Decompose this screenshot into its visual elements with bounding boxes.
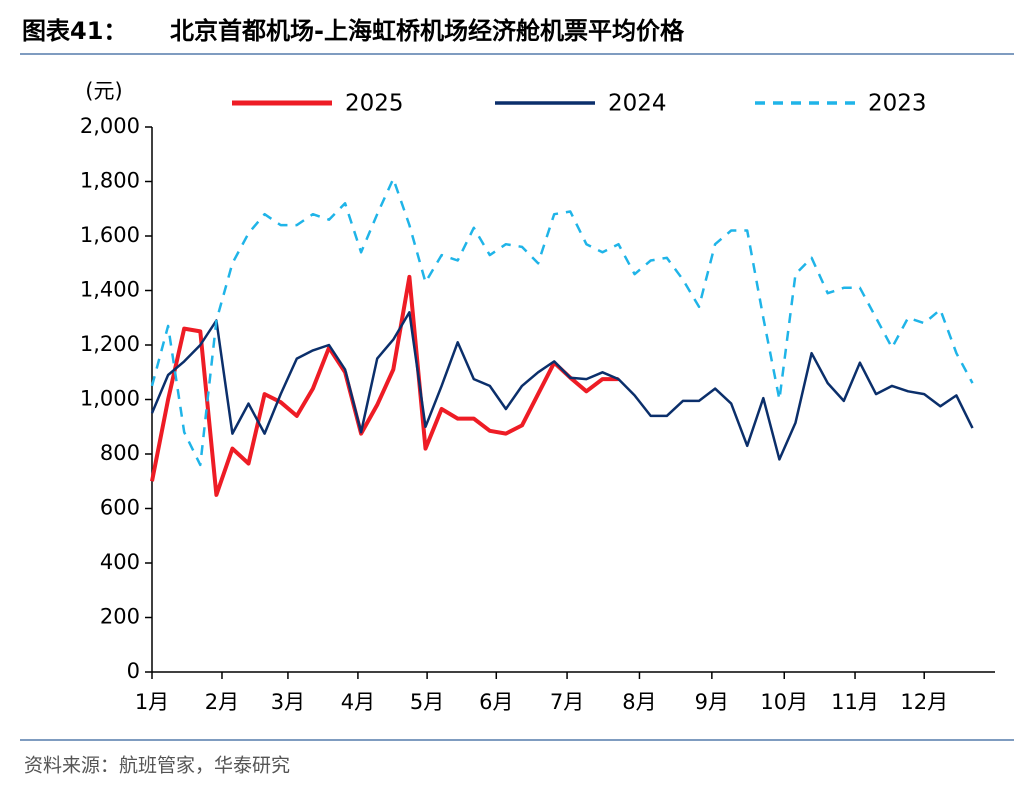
line-series	[150, 274, 619, 497]
x-tick-label: 8月	[622, 690, 656, 714]
y-tick-label: 200	[100, 605, 140, 629]
y-tick-label: 1,200	[80, 332, 140, 356]
y-tick-label: 400	[100, 550, 140, 574]
chart-title: 北京首都机场-上海虹桥机场经济舱机票平均价格	[170, 17, 685, 45]
legend-label: 2023	[868, 91, 927, 117]
x-tick-label: 1月	[135, 690, 169, 714]
y-tick-label: 1,600	[80, 223, 140, 247]
y-tick-label: 800	[100, 441, 140, 465]
x-tick-label: 10月	[760, 690, 808, 714]
y-tick-label: 1,400	[80, 278, 140, 302]
x-tick-label: 9月	[695, 690, 729, 714]
y-tick-label: 0	[127, 659, 140, 683]
x-tick-label: 6月	[479, 690, 513, 714]
y-axis-label: (元)	[85, 79, 122, 103]
x-tick-label: 7月	[550, 690, 584, 714]
y-tick-label: 2,000	[80, 114, 140, 138]
y-tick-label: 1,000	[80, 387, 140, 411]
figure-label: 图表41：	[22, 17, 127, 45]
source: 资料来源：航班管家，华泰研究	[24, 755, 290, 777]
x-tick-label: 12月	[900, 690, 948, 714]
line-series	[150, 311, 974, 461]
line-series	[150, 177, 974, 467]
x-tick-label: 2月	[205, 690, 239, 714]
legend-label: 2024	[608, 91, 667, 117]
y-tick-label: 600	[100, 496, 140, 520]
legend-label: 2025	[345, 91, 404, 117]
x-tick-label: 3月	[271, 690, 305, 714]
x-tick-label: 5月	[410, 690, 444, 714]
x-tick-label: 4月	[341, 690, 375, 714]
x-tick-label: 11月	[831, 690, 879, 714]
y-tick-label: 1,800	[80, 169, 140, 193]
